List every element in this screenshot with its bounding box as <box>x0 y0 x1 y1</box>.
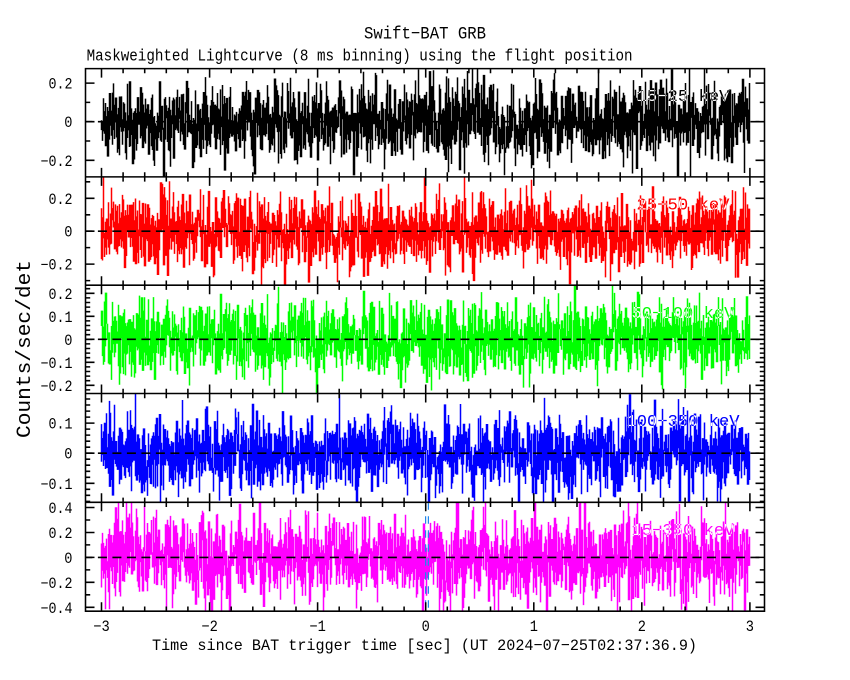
svg-text:−2: −2 <box>201 618 218 636</box>
svg-text:25−50 keV: 25−50 keV <box>637 196 730 215</box>
svg-text:−0.2: −0.2 <box>41 575 73 593</box>
svg-text:Time since BAT trigger time [s: Time since BAT trigger time [sec] (UT 20… <box>152 637 697 655</box>
svg-text:15−25 keV: 15−25 keV <box>637 87 730 106</box>
svg-text:15−350 keV: 15−350 keV <box>632 521 735 540</box>
svg-text:0: 0 <box>64 550 72 568</box>
svg-text:0.2: 0.2 <box>49 286 73 304</box>
svg-text:Maskweighted Lightcurve (8 ms: Maskweighted Lightcurve (8 ms binning) u… <box>87 48 633 66</box>
svg-text:−0.4: −0.4 <box>41 600 73 618</box>
svg-text:50−100 keV: 50−100 keV <box>632 304 735 323</box>
svg-text:−3: −3 <box>93 618 110 636</box>
svg-text:−0.2: −0.2 <box>41 378 73 396</box>
svg-text:−0.2: −0.2 <box>41 153 73 171</box>
svg-text:0: 0 <box>422 618 430 636</box>
svg-text:0.1: 0.1 <box>49 309 73 327</box>
svg-text:100−350 keV: 100−350 keV <box>627 412 740 431</box>
svg-text:Counts/sec/det: Counts/sec/det <box>14 260 37 438</box>
svg-text:0.2: 0.2 <box>49 76 73 94</box>
svg-text:0.2: 0.2 <box>49 191 73 209</box>
svg-text:Swift−BAT GRB: Swift−BAT GRB <box>364 25 486 45</box>
svg-text:−0.2: −0.2 <box>41 257 73 275</box>
svg-text:2: 2 <box>638 618 646 636</box>
svg-text:1: 1 <box>530 618 538 636</box>
svg-text:0: 0 <box>64 114 72 132</box>
svg-text:−0.1: −0.1 <box>41 476 73 494</box>
svg-text:0.1: 0.1 <box>49 416 73 434</box>
svg-text:0: 0 <box>64 446 72 464</box>
svg-text:−0.1: −0.1 <box>41 355 73 373</box>
svg-text:−1: −1 <box>309 618 326 636</box>
svg-text:0.4: 0.4 <box>49 500 73 518</box>
svg-text:0: 0 <box>64 332 72 350</box>
svg-text:0.2: 0.2 <box>49 525 73 543</box>
svg-text:3: 3 <box>746 618 754 636</box>
svg-text:0: 0 <box>64 224 72 242</box>
